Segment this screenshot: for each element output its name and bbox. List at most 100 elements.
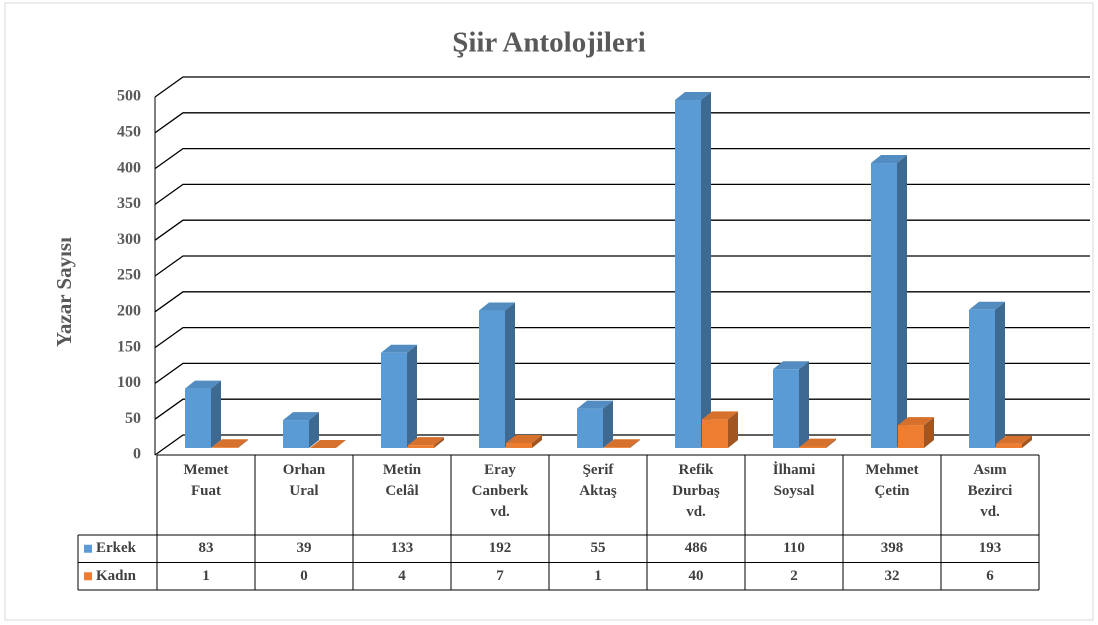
bar-side [826, 438, 836, 448]
grid-line [154, 219, 1090, 241]
label: Asım Bezirci vd. [967, 462, 1013, 520]
label: Metin Celâl [382, 462, 422, 499]
label: 40 [688, 567, 704, 584]
bar [898, 425, 924, 448]
bar-top [506, 434, 542, 443]
label: 2 [790, 567, 798, 584]
bar [773, 369, 799, 448]
y-tick-label: 450 [117, 123, 141, 140]
bar [675, 100, 701, 449]
legend-swatch [84, 572, 92, 581]
label: 193 [978, 540, 1002, 556]
bar-top [675, 92, 711, 101]
table-value: 7 [451, 563, 549, 590]
category-label: Memet Fuat [157, 460, 255, 502]
label: 110 [783, 540, 805, 556]
grid-line [154, 183, 1090, 205]
table-value: 6 [941, 563, 1039, 590]
table-value: 0 [255, 563, 353, 590]
y-tick-label: 400 [117, 159, 141, 176]
label: 486 [684, 540, 708, 556]
bar-side [407, 344, 417, 448]
table-value: 39 [255, 535, 353, 562]
bar-side [309, 412, 319, 448]
table-value: 110 [745, 535, 843, 562]
bar [577, 408, 603, 448]
bar [506, 442, 532, 448]
bar-side [238, 439, 248, 448]
table-value: 55 [549, 535, 647, 562]
bar [212, 447, 238, 448]
table-value: 83 [157, 535, 255, 562]
category-label: Eray Canberk vd. [451, 460, 549, 523]
category-label: Orhan Ural [255, 460, 353, 502]
bar-top [773, 361, 809, 370]
label: 39 [296, 540, 312, 556]
category-label: Mehmet Çetin [843, 460, 941, 502]
table-value: 193 [941, 535, 1039, 562]
category-label: Refik Durbaş vd. [647, 460, 745, 523]
bar [185, 388, 211, 448]
label: Mehmet Çetin [865, 462, 919, 499]
label: 1 [594, 567, 602, 584]
bar [702, 419, 728, 448]
bar-top [800, 438, 836, 447]
bar [408, 445, 434, 448]
table-value: 1 [549, 563, 647, 590]
category-label: Metin Celâl [353, 460, 451, 502]
bar-top [185, 380, 221, 389]
label: 0 [300, 567, 308, 584]
y-tick-label: 100 [117, 374, 141, 391]
frame [4, 2, 1094, 621]
label: Orhan Ural [282, 462, 326, 499]
bar [800, 446, 826, 448]
y-tick-label: 350 [117, 195, 141, 212]
y-tick-label: 300 [117, 231, 141, 248]
label: 4 [398, 567, 406, 584]
grid-line [154, 291, 1090, 313]
bar [996, 443, 1022, 448]
category-label: Asım Bezirci vd. [941, 460, 1039, 523]
bar-top [212, 439, 248, 448]
table-value: 4 [353, 563, 451, 590]
bar-top [996, 435, 1032, 444]
y-tick-label: 500 [117, 88, 141, 105]
bar-side [924, 417, 934, 448]
y-tick-label: 250 [117, 267, 141, 284]
legend-label: Kadın [96, 563, 156, 590]
bar-side [505, 302, 515, 448]
grid-line [154, 362, 1090, 384]
label: Kadın [96, 567, 137, 584]
table-value: 192 [451, 535, 549, 562]
label: Erkek [96, 540, 137, 556]
legend-label: Erkek [96, 535, 156, 562]
bar-side [701, 92, 711, 449]
legend-swatch [84, 544, 92, 553]
bar [479, 310, 505, 448]
label: 83 [198, 540, 214, 556]
bar-top [310, 440, 346, 448]
y-tick-label: 200 [117, 302, 141, 319]
bar [283, 420, 309, 448]
label: Refik Durbaş vd. [672, 462, 720, 520]
table-value: 2 [745, 563, 843, 590]
label: Memet Fuat [183, 462, 229, 499]
table-value: 398 [843, 535, 941, 562]
table-value: 1 [157, 563, 255, 590]
bar-top [702, 411, 738, 420]
bar-side [728, 411, 738, 448]
label: İlhami Soysal [772, 462, 816, 499]
label: 192 [488, 540, 512, 556]
bar [381, 352, 407, 448]
bar-top [604, 439, 640, 448]
y-tick-label: 0 [133, 446, 141, 463]
grid-line [154, 147, 1090, 170]
grid-line [154, 76, 1090, 98]
bar-top [408, 437, 444, 446]
bar-top [479, 302, 515, 311]
category-label: Şerif Aktaş [549, 460, 647, 502]
label: 55 [590, 540, 606, 556]
bar-side [995, 301, 1005, 448]
